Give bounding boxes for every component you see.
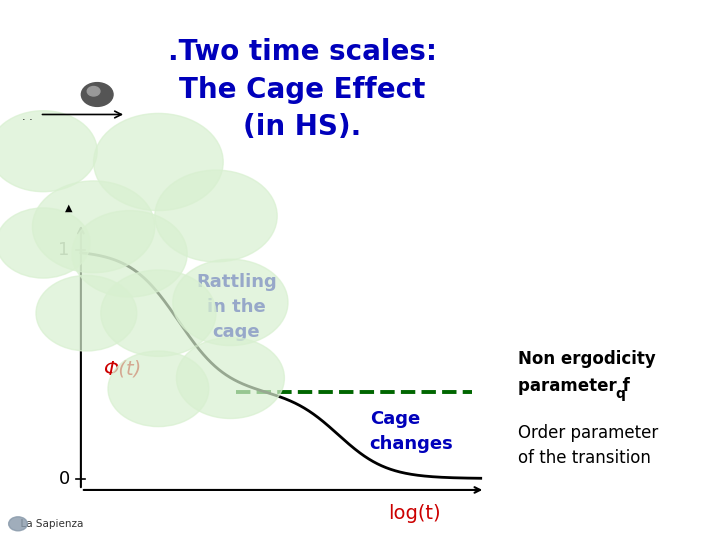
Text: The Cage Effect: The Cage Effect [179, 76, 426, 104]
Text: log(t): log(t) [388, 504, 441, 523]
Text: Φ(t): Φ(t) [103, 359, 141, 378]
Text: ▲: ▲ [65, 203, 72, 213]
Text: q: q [616, 388, 626, 401]
Text: 1: 1 [58, 241, 70, 259]
Text: .Two time scales:: .Two time scales: [168, 38, 437, 66]
Text: (in HS).: (in HS). [243, 113, 361, 141]
Text: Non ergodicity: Non ergodicity [518, 350, 656, 368]
Text: Rattling
in the
cage: Rattling in the cage [196, 273, 276, 341]
Text: parameter f: parameter f [518, 377, 630, 395]
Text: 0: 0 [58, 470, 70, 488]
Text: Cage
changes: Cage changes [369, 410, 454, 453]
Text: La Sapienza: La Sapienza [14, 519, 84, 529]
Text: Order parameter
of the transition: Order parameter of the transition [518, 424, 659, 467]
Text: . .: . . [22, 112, 32, 122]
